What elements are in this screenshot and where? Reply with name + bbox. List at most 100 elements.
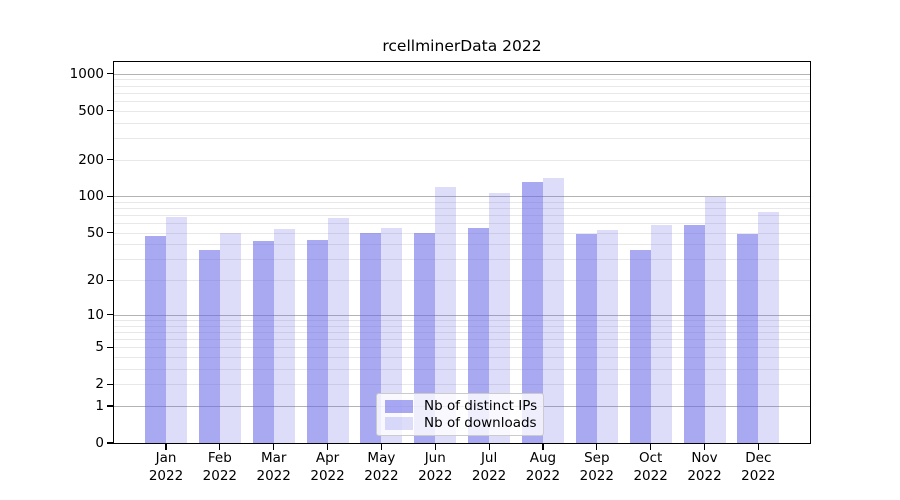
minor-gridline <box>113 232 811 234</box>
minor-gridline <box>113 215 811 217</box>
y-tick-mark <box>107 279 113 281</box>
bar-ips-may-2022 <box>360 232 382 444</box>
x-tick-mark <box>542 444 544 450</box>
bar-ips-nov-2022 <box>683 225 705 444</box>
major-gridline <box>113 314 811 316</box>
x-tick-label: Apr 2022 <box>310 450 345 484</box>
x-tick-mark <box>703 444 706 450</box>
bar-downloads-mar-2022 <box>273 228 295 444</box>
y-tick-label: 1000 <box>69 65 104 82</box>
y-tick-label: 500 <box>78 102 104 119</box>
minor-gridline <box>113 85 811 87</box>
minor-gridline <box>113 159 811 161</box>
y-tick-label: 200 <box>78 151 104 168</box>
minor-gridline <box>113 338 811 340</box>
x-tick-mark <box>219 444 221 450</box>
minor-gridline <box>113 384 811 386</box>
minor-gridline <box>113 325 811 327</box>
minor-gridline <box>113 331 811 333</box>
legend-item-downloads: Nb of downloads <box>385 415 537 431</box>
bar-ips-oct-2022 <box>629 249 651 444</box>
major-gridline <box>113 73 811 75</box>
minor-gridline <box>113 208 811 210</box>
minor-gridline <box>113 79 811 81</box>
bar-ips-aug-2022 <box>521 182 543 444</box>
y-tick-label: 10 <box>86 306 104 323</box>
minor-gridline <box>113 259 811 261</box>
y-tick-mark <box>107 195 113 197</box>
bar-downloads-aug-2022 <box>542 177 564 444</box>
plot-area <box>113 61 811 444</box>
bar-ips-jul-2022 <box>468 227 490 444</box>
x-tick-mark <box>596 444 598 450</box>
y-tick-label: 100 <box>78 188 104 205</box>
bar-ips-mar-2022 <box>252 240 274 444</box>
minor-gridline <box>113 201 811 203</box>
bar-ips-sep-2022 <box>575 233 597 444</box>
bar-downloads-nov-2022 <box>704 196 726 444</box>
y-tick-mark <box>107 442 113 444</box>
minor-gridline <box>113 368 811 370</box>
bar-ips-jun-2022 <box>414 232 436 444</box>
chart-title: rcellminerData 2022 <box>382 37 542 55</box>
bar-downloads-oct-2022 <box>650 225 672 444</box>
legend: Nb of distinct IPs Nb of downloads <box>376 393 544 436</box>
minor-gridline <box>113 92 811 94</box>
x-tick-label: Mar 2022 <box>256 450 291 484</box>
legend-label-downloads: Nb of downloads <box>424 415 537 431</box>
x-tick-mark <box>650 444 652 450</box>
x-tick-label: Dec 2022 <box>741 450 776 484</box>
bar-ips-dec-2022 <box>737 233 759 444</box>
bar-downloads-jan-2022 <box>166 216 187 444</box>
x-tick-label: May 2022 <box>364 450 399 484</box>
bar-ips-apr-2022 <box>306 239 328 444</box>
y-tick-mark <box>107 346 113 348</box>
x-tick-label: Sep 2022 <box>579 450 614 484</box>
minor-gridline <box>113 356 811 358</box>
x-tick-mark <box>757 444 759 450</box>
x-tick-label: Oct 2022 <box>633 450 668 484</box>
y-tick-mark <box>107 73 113 75</box>
x-tick-label: Jul 2022 <box>471 450 507 484</box>
x-tick-mark <box>488 444 490 450</box>
minor-gridline <box>113 137 811 139</box>
y-tick-mark <box>107 110 113 112</box>
legend-label-distinct-ips: Nb of distinct IPs <box>424 398 538 414</box>
y-tick-label: 50 <box>86 224 104 241</box>
minor-gridline <box>113 110 811 112</box>
y-tick-label: 1 <box>95 397 104 414</box>
bar-downloads-may-2022 <box>381 227 403 444</box>
x-tick-mark <box>326 444 329 450</box>
x-tick-label: Feb 2022 <box>202 450 238 484</box>
minor-gridline <box>113 347 811 349</box>
x-tick-mark <box>165 444 167 450</box>
minor-gridline <box>113 319 811 321</box>
y-tick-mark <box>107 232 113 234</box>
bar-downloads-jul-2022 <box>489 193 511 444</box>
minor-gridline <box>113 100 811 102</box>
bar-downloads-jun-2022 <box>435 186 457 444</box>
y-tick-mark <box>107 158 113 161</box>
x-tick-mark <box>380 444 382 450</box>
minor-gridline <box>113 223 811 225</box>
bar-downloads-feb-2022 <box>219 232 241 444</box>
x-tick-label: Aug 2022 <box>525 450 561 484</box>
legend-item-distinct-ips: Nb of distinct IPs <box>385 398 538 414</box>
bar-downloads-dec-2022 <box>758 212 780 444</box>
bar-downloads-apr-2022 <box>327 218 349 444</box>
x-tick-mark <box>434 444 436 450</box>
major-gridline <box>113 196 811 198</box>
downloads-color-swatch <box>385 416 413 430</box>
x-tick-label: Jan 2022 <box>148 450 184 484</box>
minor-gridline <box>113 280 811 282</box>
ips-color-swatch <box>385 399 413 413</box>
bar-ips-feb-2022 <box>198 249 220 444</box>
x-tick-mark <box>273 444 275 450</box>
bar-ips-jan-2022 <box>145 236 166 444</box>
y-tick-mark <box>107 405 113 407</box>
minor-gridline <box>113 244 811 246</box>
y-tick-label: 2 <box>95 376 104 393</box>
bar-downloads-sep-2022 <box>596 229 618 444</box>
y-tick-mark <box>107 383 113 385</box>
